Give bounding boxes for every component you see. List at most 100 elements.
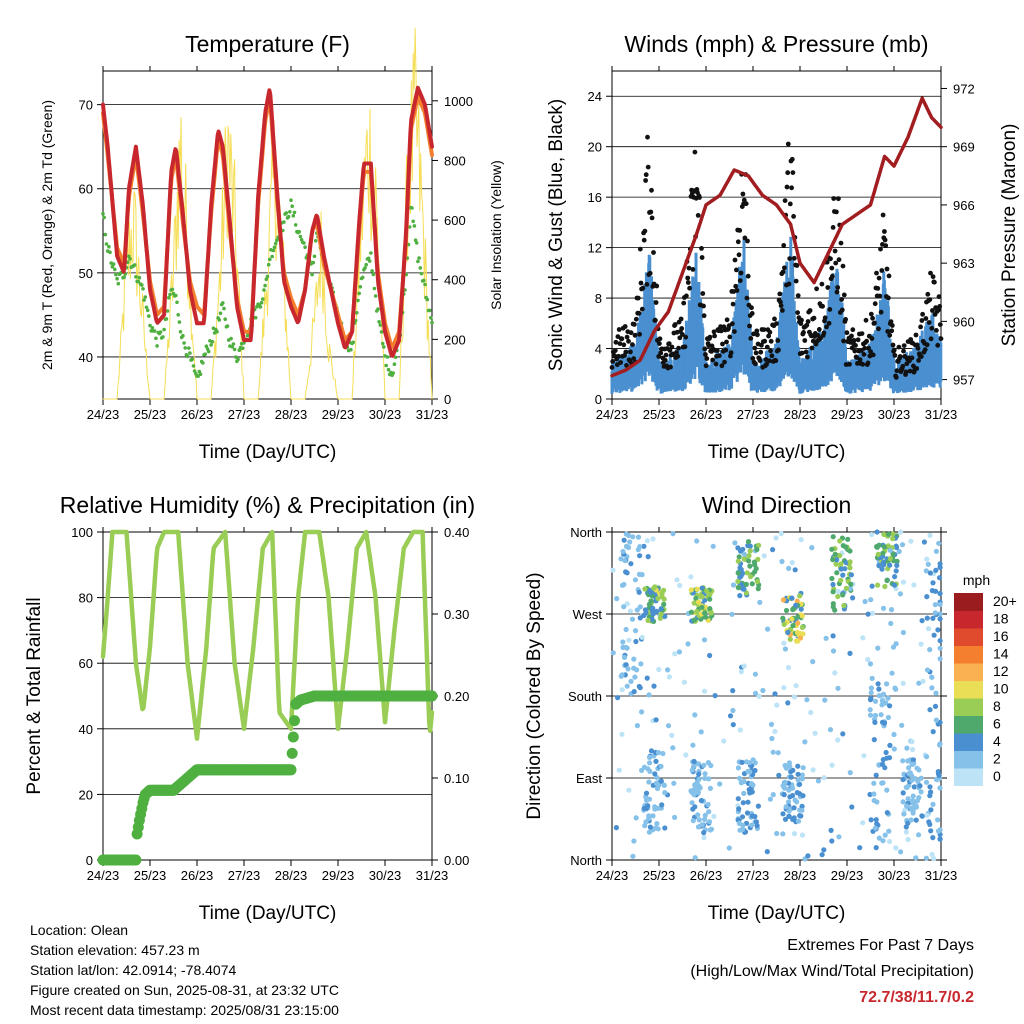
direction-point bbox=[917, 783, 923, 789]
direction-point bbox=[873, 772, 879, 778]
direction-point bbox=[610, 567, 616, 573]
direction-point bbox=[641, 612, 647, 619]
dewpoint-point bbox=[190, 357, 195, 362]
direction-point bbox=[935, 771, 942, 777]
gust-point bbox=[785, 170, 791, 176]
gust-point bbox=[928, 270, 933, 276]
direction-point bbox=[743, 581, 749, 588]
gust-point bbox=[804, 322, 810, 328]
gust-point bbox=[850, 327, 856, 333]
dewpoint-point bbox=[393, 355, 398, 360]
direction-point bbox=[924, 812, 930, 818]
dewpoint-point bbox=[177, 320, 182, 324]
gust-point bbox=[697, 195, 702, 200]
gust-point bbox=[789, 185, 794, 191]
direction-point bbox=[924, 615, 930, 621]
direction-point bbox=[749, 822, 755, 828]
direction-point bbox=[840, 592, 846, 598]
dewpoint-point bbox=[376, 307, 380, 311]
gust-point bbox=[628, 330, 634, 336]
dewpoint-point bbox=[209, 343, 213, 347]
x-tick-label: 29/23 bbox=[831, 407, 864, 422]
gust-point bbox=[712, 333, 717, 339]
gust-point bbox=[677, 335, 683, 341]
direction-point bbox=[696, 599, 702, 605]
dewpoint-point bbox=[370, 269, 374, 273]
dewpoint-point bbox=[369, 251, 373, 255]
direction-point bbox=[795, 818, 802, 824]
direction-point bbox=[805, 853, 811, 859]
dewpoint-point bbox=[272, 245, 277, 249]
direction-point bbox=[843, 544, 849, 550]
dewpoint-point bbox=[298, 234, 303, 239]
gust-point bbox=[888, 319, 894, 324]
gust-point bbox=[766, 333, 771, 339]
x-tick-label: 26/23 bbox=[690, 868, 723, 883]
x-tick-label: 30/23 bbox=[369, 407, 402, 422]
x-tick-label: 24/23 bbox=[87, 868, 120, 883]
gust-point bbox=[781, 243, 787, 248]
direction-point bbox=[786, 813, 792, 819]
direction-point bbox=[702, 812, 708, 818]
y-tick-label: 60 bbox=[79, 656, 93, 671]
gust-point bbox=[801, 330, 806, 335]
direction-point bbox=[772, 728, 778, 735]
direction-point bbox=[780, 831, 786, 837]
gust-point bbox=[680, 332, 685, 337]
dewpoint-point bbox=[414, 241, 419, 245]
y2-axis-label: Station Pressure (Maroon) bbox=[999, 124, 1020, 347]
direction-point bbox=[702, 597, 708, 603]
dewpoint-point bbox=[262, 288, 266, 292]
direction-point bbox=[905, 820, 911, 826]
dewpoint-point bbox=[102, 215, 106, 220]
gust-point bbox=[745, 238, 750, 244]
direction-point bbox=[897, 591, 904, 597]
direction-point bbox=[836, 834, 842, 840]
gust-point bbox=[750, 356, 756, 361]
gust-point bbox=[723, 347, 729, 353]
gust-point bbox=[740, 191, 746, 197]
direction-point bbox=[873, 817, 879, 823]
direction-point bbox=[629, 616, 636, 622]
direction-point bbox=[647, 760, 653, 766]
direction-point bbox=[633, 638, 639, 645]
direction-point bbox=[707, 827, 714, 833]
dewpoint-point bbox=[253, 315, 258, 320]
direction-point bbox=[738, 669, 745, 675]
direction-point bbox=[808, 709, 814, 716]
direction-point bbox=[646, 754, 653, 761]
dewpoint-point bbox=[234, 355, 238, 359]
gust-point bbox=[738, 270, 744, 276]
direction-point bbox=[626, 787, 632, 793]
direction-point bbox=[644, 675, 650, 681]
dewpoint-point bbox=[357, 291, 362, 296]
gust-point bbox=[775, 338, 781, 343]
direction-point bbox=[786, 565, 792, 572]
gust-point bbox=[610, 359, 616, 364]
dewpoint-point bbox=[175, 300, 179, 305]
direction-point bbox=[632, 628, 639, 634]
latlon-text: Station lat/lon: 42.0914; -78.4074 bbox=[30, 962, 237, 978]
y2-tick-label: 0.00 bbox=[444, 853, 469, 868]
direction-point bbox=[748, 781, 755, 787]
x-axis-label: Time (Day/UTC) bbox=[199, 442, 337, 463]
direction-point bbox=[645, 617, 651, 624]
direction-point bbox=[634, 667, 640, 673]
direction-point bbox=[891, 731, 897, 738]
direction-point bbox=[837, 553, 843, 559]
direction-point bbox=[932, 602, 938, 608]
direction-point bbox=[637, 553, 643, 559]
gust-point bbox=[732, 257, 738, 263]
direction-point bbox=[694, 586, 700, 592]
extremes-title: Extremes For Past 7 Days bbox=[787, 937, 974, 954]
y2-tick-label: 1000 bbox=[444, 94, 473, 109]
direction-point bbox=[838, 566, 844, 572]
x-tick-label: 29/23 bbox=[322, 868, 355, 883]
direction-point bbox=[707, 606, 713, 612]
y-tick-label: 60 bbox=[79, 182, 93, 197]
y2-tick-label: 0.30 bbox=[444, 607, 469, 622]
legend-swatch bbox=[954, 698, 983, 716]
dewpoint-point bbox=[134, 275, 138, 279]
direction-point bbox=[913, 817, 919, 823]
gust-point bbox=[913, 332, 919, 338]
